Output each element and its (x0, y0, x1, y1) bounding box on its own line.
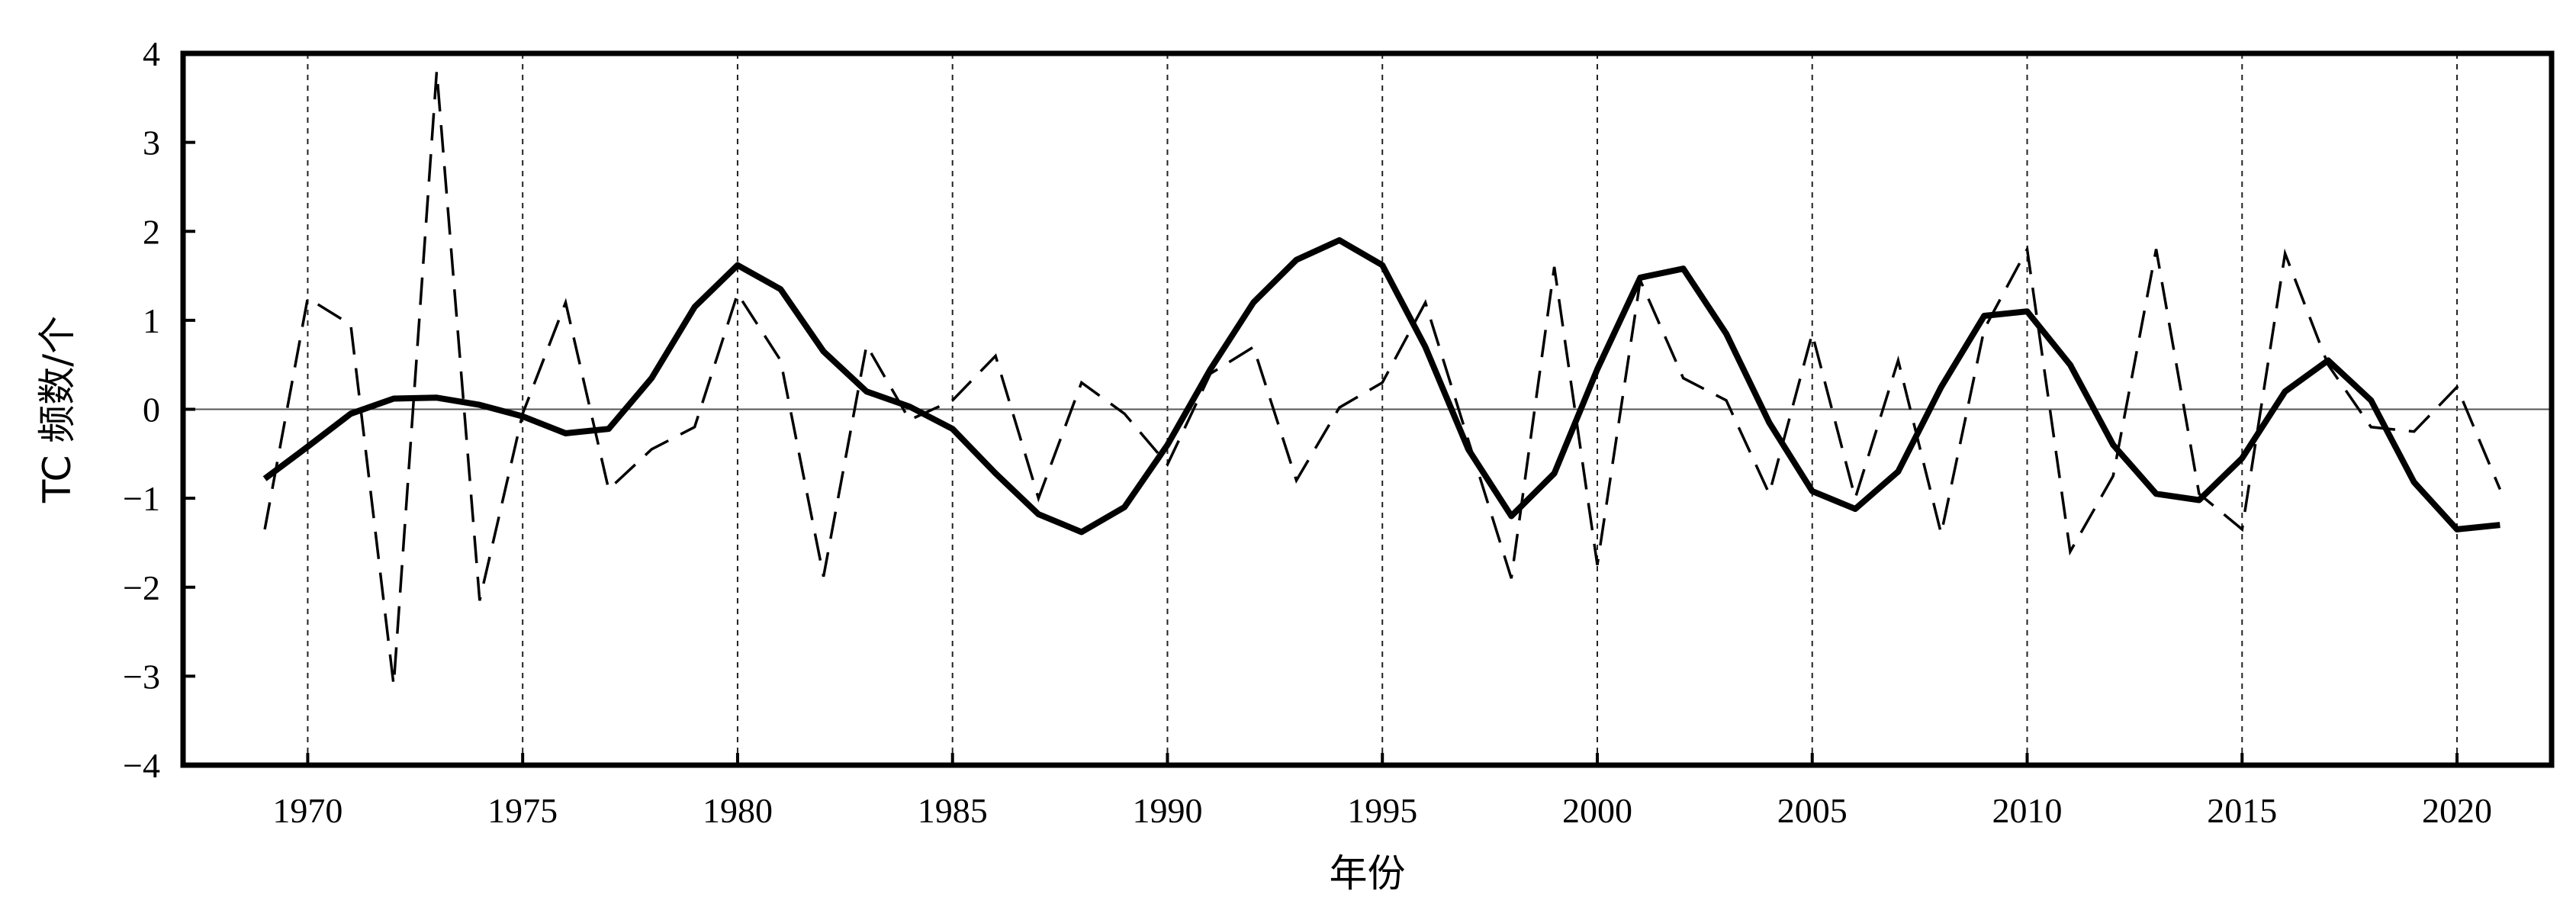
y-tick-label: −4 (123, 746, 160, 785)
y-tick-label: −2 (123, 568, 160, 607)
series-layer (262, 71, 2502, 686)
y-tick-label: 3 (143, 124, 160, 162)
solid-series-line (262, 236, 2500, 536)
x-tick-label: 1985 (918, 791, 988, 830)
x-tick-label: 1975 (487, 791, 558, 830)
y-tick-label: 2 (143, 212, 160, 251)
x-tick-label: 2005 (1777, 791, 1848, 830)
y-axis-title: TC 频数/个 (35, 316, 79, 503)
x-axis-title: 年份 (1330, 851, 1406, 896)
y-tick-label: 1 (143, 301, 160, 340)
x-axis: 1970 1975 1980 1985 1990 1995 2000 2005 2010 2015… (272, 753, 2492, 830)
y-tick-label: 0 (143, 391, 160, 429)
x-tick-label: 1990 (1132, 791, 1202, 830)
y-tick-label: 4 (143, 34, 160, 73)
x-tick-label: 2020 (2422, 791, 2492, 830)
dashed-series-line (263, 71, 2502, 686)
x-tick-label: 2000 (1562, 791, 1632, 830)
x-tick-label: 1970 (272, 791, 343, 830)
y-tick-label: −1 (123, 479, 160, 518)
x-tick-label: 2015 (2207, 791, 2277, 830)
x-tick-label: 1995 (1347, 791, 1417, 830)
x-tick-label: 1980 (703, 791, 773, 830)
y-tick-label: −3 (123, 657, 160, 696)
y-axis: −4 −3 −2 −1 0 1 2 3 4 (123, 34, 195, 785)
x-tick-label: 2010 (1992, 791, 2063, 830)
